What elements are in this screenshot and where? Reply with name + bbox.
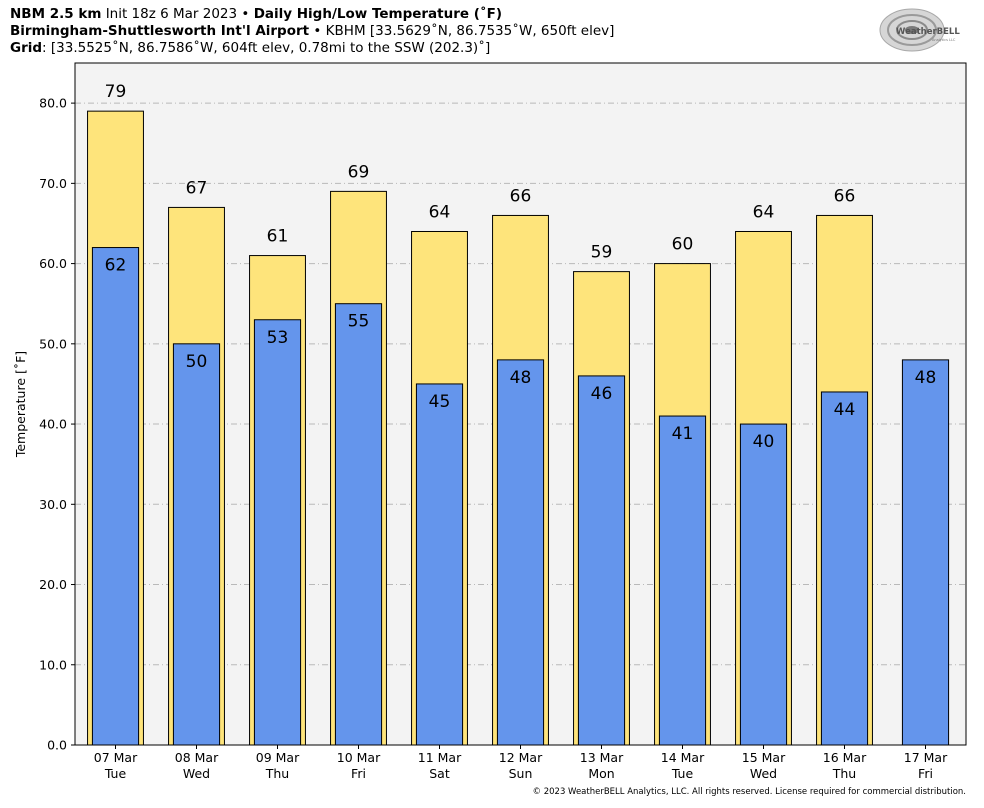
grid-details: : [33.5525˚N, 86.7586˚W, 604ft elev, 0.7… bbox=[42, 40, 491, 56]
low-temp-label: 40 bbox=[753, 432, 775, 452]
x-tick-label-date: 08 Mar bbox=[175, 750, 219, 765]
bars bbox=[87, 110, 950, 746]
x-tick-label-weekday: Wed bbox=[183, 766, 210, 781]
low-temp-bar bbox=[496, 359, 545, 746]
low-temp-label: 45 bbox=[429, 392, 451, 412]
low-temp-bar bbox=[253, 319, 302, 746]
logo-subtext: Analytics LLC bbox=[932, 38, 956, 42]
low-temp-label: 48 bbox=[510, 368, 532, 388]
y-tick-label: 70.0 bbox=[39, 176, 67, 191]
high-temp-label: 59 bbox=[591, 243, 613, 263]
low-temp-bar bbox=[334, 303, 383, 746]
low-temp-label: 46 bbox=[591, 384, 613, 404]
y-tick-label: 40.0 bbox=[39, 417, 67, 432]
product-title: Daily High/Low Temperature (˚F) bbox=[253, 6, 503, 22]
x-tick-label-weekday: Fri bbox=[918, 766, 933, 781]
low-temp-label: 41 bbox=[672, 424, 694, 444]
x-tick-label-date: 14 Mar bbox=[661, 750, 705, 765]
grid-label: Grid bbox=[10, 40, 43, 56]
init-time: Init 18z 6 Mar 2023 bbox=[105, 6, 238, 22]
station-name: Birmingham-Shuttlesworth Int'l Airport bbox=[10, 23, 310, 39]
x-tick-label-weekday: Mon bbox=[588, 766, 614, 781]
low-temp-bar bbox=[658, 415, 707, 746]
header-line-1: NBM 2.5 km Init 18z 6 Mar 2023 • Daily H… bbox=[10, 6, 614, 23]
x-tick-label-date: 11 Mar bbox=[418, 750, 462, 765]
y-tick-label: 30.0 bbox=[39, 497, 67, 512]
low-temp-bar bbox=[91, 247, 140, 746]
model-name: NBM 2.5 km bbox=[10, 6, 102, 22]
x-tick-label-date: 13 Mar bbox=[580, 750, 624, 765]
data-labels: 79 62 67 50 61 53 69 55 64 45 66 48 59 46 60 41 64 40 66 44… bbox=[105, 82, 937, 452]
y-tick-label: 50.0 bbox=[39, 336, 67, 351]
x-tick-label-weekday: Tue bbox=[671, 766, 694, 781]
low-temp-label: 44 bbox=[834, 400, 856, 420]
weatherbell-logo: WeatherBELL Analytics LLC bbox=[879, 8, 960, 52]
x-tick-label-weekday: Tue bbox=[104, 766, 127, 781]
x-tick-label-date: 17 Mar bbox=[904, 750, 948, 765]
x-tick-label-date: 09 Mar bbox=[256, 750, 300, 765]
axes: 0.0 10.0 20.0 30.0 40.0 50.0 60.0 70.0 80.0 07 Ma… bbox=[39, 62, 967, 781]
y-tick-label: 0.0 bbox=[47, 738, 67, 753]
low-temp-label: 50 bbox=[186, 352, 208, 372]
y-tick-label: 20.0 bbox=[39, 577, 67, 592]
header-line-3: Grid: [33.5525˚N, 86.7586˚W, 604ft elev,… bbox=[10, 40, 614, 57]
x-tick-label-date: 12 Mar bbox=[499, 750, 543, 765]
x-tick-label-weekday: Thu bbox=[832, 766, 856, 781]
high-temp-label: 66 bbox=[834, 186, 856, 206]
low-temp-bar bbox=[820, 391, 869, 746]
low-temp-label: 62 bbox=[105, 256, 127, 276]
high-temp-label: 79 bbox=[105, 82, 127, 102]
low-temp-label: 55 bbox=[348, 312, 370, 332]
low-temp-label: 53 bbox=[267, 328, 289, 348]
high-temp-label: 69 bbox=[348, 162, 370, 182]
y-tick-label: 10.0 bbox=[39, 657, 67, 672]
x-tick-label-weekday: Sat bbox=[429, 766, 450, 781]
low-temp-bar bbox=[901, 359, 950, 746]
high-temp-label: 64 bbox=[429, 202, 451, 222]
logo-text: WeatherBELL bbox=[896, 27, 960, 37]
low-temp-bar bbox=[739, 423, 788, 746]
x-tick-label-date: 10 Mar bbox=[337, 750, 381, 765]
x-tick-label-weekday: Wed bbox=[750, 766, 777, 781]
chart-header: NBM 2.5 km Init 18z 6 Mar 2023 • Daily H… bbox=[10, 6, 614, 57]
station-details: KBHM [33.5629˚N, 86.7535˚W, 650ft elev] bbox=[325, 23, 615, 39]
header-line-2: Birmingham-Shuttlesworth Int'l Airport •… bbox=[10, 23, 614, 40]
x-tick-label-weekday: Sun bbox=[509, 766, 533, 781]
x-tick-label-date: 16 Mar bbox=[823, 750, 867, 765]
high-temp-label: 61 bbox=[267, 227, 289, 247]
low-temp-bar bbox=[172, 343, 221, 746]
separator: • bbox=[313, 23, 322, 39]
high-temp-label: 64 bbox=[753, 202, 775, 222]
x-tick-label-date: 07 Mar bbox=[94, 750, 138, 765]
y-axis-label: Temperature [˚F] bbox=[13, 351, 28, 458]
copyright-notice: © 2023 WeatherBELL Analytics, LLC. All r… bbox=[532, 787, 966, 797]
separator: • bbox=[241, 6, 250, 22]
y-tick-label: 60.0 bbox=[39, 256, 67, 271]
x-tick-label-weekday: Thu bbox=[265, 766, 289, 781]
low-temp-bar bbox=[577, 375, 626, 746]
low-temp-label: 48 bbox=[915, 368, 937, 388]
high-temp-label: 67 bbox=[186, 178, 208, 198]
high-temp-label: 66 bbox=[510, 186, 532, 206]
x-tick-label-date: 15 Mar bbox=[742, 750, 786, 765]
x-tick-label-weekday: Fri bbox=[351, 766, 366, 781]
y-tick-label: 80.0 bbox=[39, 96, 67, 111]
high-temp-label: 60 bbox=[672, 235, 694, 255]
plot-frame bbox=[74, 62, 967, 746]
low-temp-bar bbox=[415, 383, 464, 746]
